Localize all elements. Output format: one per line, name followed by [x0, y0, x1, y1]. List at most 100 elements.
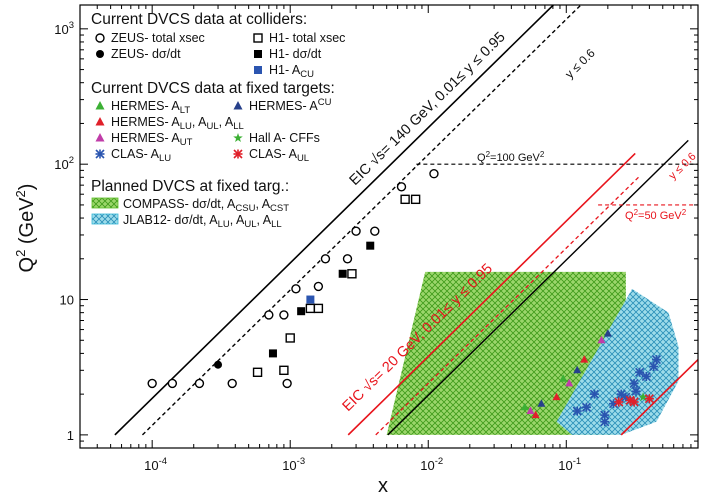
- legend-label-colliders-1: ZEUS- dσ/dt: [111, 47, 181, 61]
- data-point-s1-p0: [214, 360, 223, 369]
- data-point-s6-p2: [603, 329, 612, 337]
- data-point-s0-p5: [264, 310, 274, 320]
- data-point-s2-p7: [410, 194, 421, 205]
- data-point-s8-p1: [565, 378, 574, 387]
- data-point-s0-p1: [167, 378, 178, 389]
- data-point-s0-p6: [279, 310, 289, 320]
- legend-label-colliders-0: ZEUS- total xsec: [111, 31, 205, 45]
- legend-label-fixed-3: HERMES- AUT: [111, 131, 193, 148]
- data-point-s0-p2: [194, 378, 205, 389]
- data-point-s10-p9: [631, 386, 641, 396]
- legend-label-planned-0: COMPASS- dσ/dt, ACSU, ACST: [123, 197, 289, 214]
- y-tick-label: 10: [60, 293, 74, 308]
- data-point-s2-p6: [400, 194, 410, 205]
- legend-marker-colliders-4: [254, 66, 262, 74]
- data-point-s3-p1: [297, 307, 306, 316]
- eic140-upper-line: [114, 5, 554, 436]
- data-point-s3-p3: [366, 241, 375, 250]
- data-point-s11-p3: [644, 394, 654, 404]
- legend-label-fixed-6: CLAS- AUL: [249, 147, 309, 164]
- data-point-s7-p2: [580, 355, 589, 363]
- legend-marker-colliders-3: [254, 50, 262, 58]
- legend-marker-colliders-0: [95, 33, 105, 43]
- legend-fixed-title: Current DVCS data at fixed targets:: [91, 80, 335, 97]
- data-point-s0-p8: [313, 281, 324, 292]
- data-point-s7-p1: [552, 392, 561, 401]
- data-point-s6-p0: [537, 399, 546, 407]
- legend-label-fixed-2: HERMES- ALU, AUL, ALL: [111, 115, 244, 132]
- eic140-label: EIC √s= 140 GeV, 0.01≤ y ≤ 0.95: [347, 29, 509, 189]
- eic20-lower-line: [620, 358, 698, 436]
- data-point-s10-p1: [581, 402, 592, 412]
- data-point-s9-p0: [638, 392, 648, 402]
- legend-label-fixed-1: HERMES- ACU: [249, 97, 332, 113]
- legend-label-colliders-2: H1- total xsec: [269, 31, 345, 45]
- data-point-s11-p2: [629, 397, 639, 407]
- data-point-s8-p0: [526, 406, 535, 415]
- legend-colliders-title: Current DVCS data at colliders:: [91, 11, 307, 28]
- data-point-s2-p4: [313, 303, 324, 314]
- data-point-s10-p5: [608, 399, 619, 409]
- legend-swatch-cyan: [91, 213, 119, 225]
- data-point-s5-p0: [520, 402, 529, 411]
- data-point-s10-p2: [589, 389, 600, 399]
- data-point-s2-p3: [305, 303, 316, 314]
- data-point-s11-p0: [614, 397, 624, 407]
- data-point-s5-p1: [559, 374, 568, 382]
- data-point-s8-p2: [597, 335, 606, 344]
- legend-triangle-icon: [95, 133, 105, 142]
- data-point-s0-p14: [429, 169, 439, 179]
- data-point-s10-p8: [629, 378, 639, 388]
- legend-filled-square-icon: [254, 66, 262, 74]
- data-point-s4-p0: [306, 295, 315, 304]
- y-tick-label: 1: [67, 428, 74, 443]
- legend-label-fixed-0: HERMES- ALT: [111, 99, 190, 116]
- x-tick-label: 10-2: [420, 456, 443, 473]
- legend-label-fixed-5: CLAS- ALU: [111, 147, 171, 164]
- data-point-s0-p0: [147, 378, 157, 389]
- data-point-s0-p9: [320, 254, 331, 264]
- legend-filled-square-icon: [254, 50, 262, 58]
- legend-swatch-green: [91, 197, 119, 209]
- legend-filled-circle-icon: [96, 50, 104, 58]
- data-point-s7-p0: [531, 410, 540, 419]
- q2-100-label: Q2=100 GeV2: [477, 150, 545, 164]
- data-point-s3-p0: [268, 349, 277, 358]
- eic140-y06-line: [141, 5, 582, 436]
- data-point-s2-p5: [347, 269, 357, 279]
- data-point-s10-p11: [641, 371, 651, 382]
- legend-label-colliders-3: H1- dσ/dt: [269, 47, 322, 61]
- eic20-y06-line: [375, 176, 639, 436]
- y-tick-label: 103: [54, 20, 74, 37]
- legend-triangle-icon: [95, 117, 105, 126]
- eic20-y06-label: y ≤ 0.6: [667, 150, 699, 182]
- data-point-s2-p0: [252, 367, 263, 377]
- data-point-s0-p4: [282, 378, 292, 389]
- legend-cross-icon: [233, 149, 243, 159]
- data-point-s10-p4: [600, 410, 610, 420]
- x-tick-label: 10-3: [282, 456, 305, 473]
- legend-open-circle-icon: [95, 33, 105, 43]
- data-point-s2-p2: [285, 333, 295, 343]
- data-point-s10-p13: [651, 355, 662, 365]
- data-point-s0-p10: [342, 254, 353, 264]
- eic20-upper-line: [347, 152, 636, 436]
- legend-label-fixed-4: Hall A- CFFs: [249, 131, 320, 145]
- legend-triangle-icon: [233, 101, 243, 110]
- legend-planned-title: Planned DVCS at fixed targ.:: [91, 178, 289, 195]
- legend-label-planned-1: JLAB12- dσ/dt, ALU, AUL, ALL: [123, 213, 282, 230]
- compass-region: [386, 271, 626, 435]
- legend-marker-colliders-1: [96, 50, 104, 58]
- x-tick-label: 10-4: [144, 456, 167, 473]
- data-point-s2-p1: [279, 365, 289, 376]
- data-point-s0-p11: [351, 226, 361, 236]
- eic140-y06-label: y ≤ 0.6: [562, 46, 598, 81]
- legend-cross-icon: [95, 149, 105, 159]
- legend-triangle-icon: [95, 101, 105, 110]
- eic140-lower-line: [387, 139, 689, 436]
- data-point-s6-p1: [573, 365, 582, 374]
- plot-frame: [79, 4, 699, 449]
- x-axis-label: x: [378, 475, 388, 497]
- data-point-s3-p2: [338, 269, 347, 278]
